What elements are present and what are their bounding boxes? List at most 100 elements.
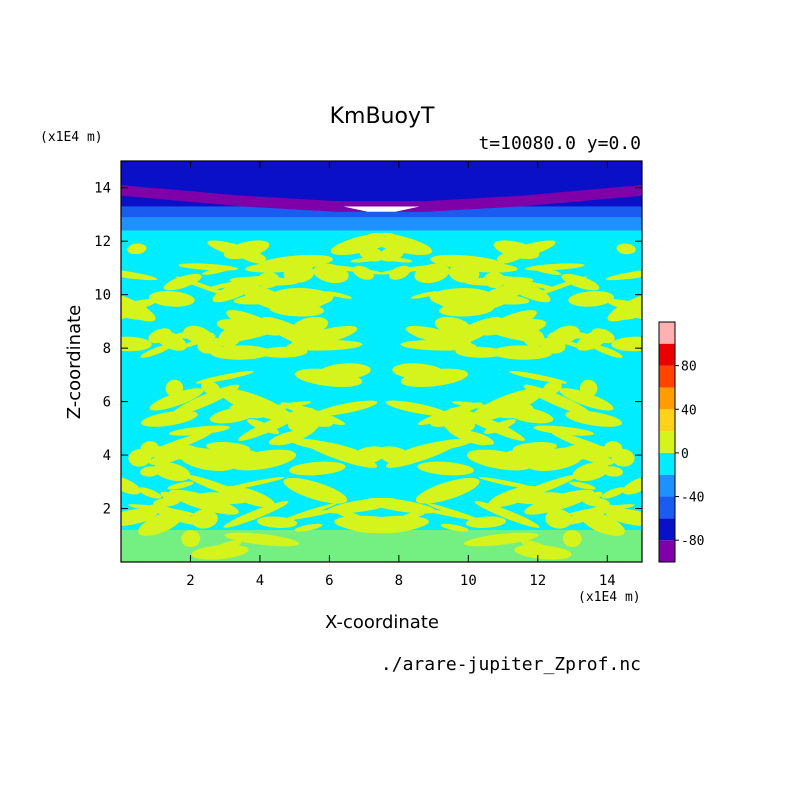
positive-region — [288, 461, 346, 476]
positive-region — [576, 330, 609, 351]
positive-region — [295, 368, 363, 388]
positive-region — [546, 335, 588, 350]
positive-region — [196, 371, 254, 384]
positive-region — [582, 491, 603, 503]
positive-region — [483, 419, 516, 434]
colorbar-tick-label: -40 — [681, 491, 704, 506]
positive-region — [506, 326, 525, 336]
positive-region — [579, 379, 598, 397]
colorbar-segment — [659, 452, 675, 475]
x-tick-label: 8 — [395, 573, 403, 589]
positive-region — [288, 438, 361, 455]
top-stable-layer — [121, 161, 642, 231]
positive-region — [299, 407, 319, 427]
positive-region — [163, 273, 202, 291]
x-unit-label: (x1E4 m) — [578, 590, 641, 605]
positive-region — [168, 489, 239, 515]
positive-region — [315, 400, 378, 416]
positive-region — [256, 516, 298, 529]
positive-region — [283, 477, 348, 504]
positive-region — [605, 268, 642, 281]
y-tick-label: 10 — [94, 288, 111, 304]
positive-region — [121, 298, 158, 318]
positive-region — [533, 425, 595, 436]
positive-region — [440, 523, 469, 532]
colorbar-segment — [659, 409, 675, 432]
y-tick-label: 14 — [94, 181, 111, 197]
positive-region — [201, 380, 220, 395]
colorbar: 80 40 0 -40 -80 — [658, 321, 704, 563]
positive-region — [175, 276, 236, 299]
positive-region — [149, 504, 200, 525]
positive-region — [153, 462, 191, 482]
x-axis-label: X-coordinate — [325, 612, 439, 633]
positive-region — [478, 476, 543, 491]
positive-region — [292, 316, 329, 335]
positive-region — [434, 316, 471, 335]
positive-region — [121, 476, 141, 495]
positive-region — [206, 280, 243, 290]
positive-region — [241, 284, 290, 311]
positive-region — [121, 336, 152, 352]
x-tick-label: 4 — [256, 573, 264, 589]
positive-region — [175, 335, 217, 350]
positive-region — [605, 508, 642, 527]
positive-region — [430, 254, 506, 270]
positive-region — [559, 388, 614, 411]
positive-region — [466, 449, 534, 471]
y-tick-label: 8 — [103, 341, 111, 357]
positive-region — [121, 508, 158, 527]
positive-region — [359, 246, 384, 262]
chart-subtitle: t=10080.0 y=0.0 — [478, 133, 641, 154]
positive-region — [121, 268, 158, 281]
positive-region — [417, 461, 475, 476]
positive-region — [520, 280, 557, 290]
positive-region — [444, 407, 464, 427]
positive-region — [402, 438, 475, 455]
plot-frame — [120, 160, 643, 563]
positive-region — [550, 431, 624, 460]
positive-region — [496, 240, 556, 262]
positive-region — [167, 481, 194, 490]
y-tick-label: 4 — [103, 448, 111, 464]
positive-region — [400, 368, 468, 388]
positive-region — [455, 346, 504, 358]
positive-region — [139, 431, 213, 460]
positive-region — [448, 263, 480, 283]
positive-region — [257, 272, 280, 289]
positive-region — [274, 426, 316, 446]
positive-region — [121, 529, 642, 562]
positive-region — [294, 523, 323, 532]
positive-region — [137, 487, 162, 499]
positive-region — [179, 445, 204, 461]
y-tick-label: 6 — [103, 395, 111, 411]
positive-region — [141, 410, 198, 427]
x-tick-label: 10 — [460, 573, 477, 589]
positive-region — [622, 476, 642, 495]
positive-region — [385, 400, 448, 416]
x-axis-ticks: 2 4 6 8 10 12 14 — [186, 161, 616, 589]
colorbar-segment — [659, 518, 675, 541]
positive-contour-regions — [121, 232, 642, 562]
band-white-gap — [343, 206, 420, 212]
colorbar-tick-label: 80 — [681, 360, 697, 375]
positive-region — [601, 487, 626, 499]
x-tick-label: 6 — [325, 573, 333, 589]
positive-region — [379, 246, 404, 262]
positive-region — [238, 326, 257, 336]
positive-region — [352, 265, 374, 280]
x-tick-label: 2 — [186, 573, 194, 589]
y-unit-label: (x1E4 m) — [40, 130, 103, 145]
positive-region — [447, 426, 489, 446]
colorbar-segment — [659, 387, 675, 410]
positive-region — [365, 497, 436, 514]
positive-region — [149, 388, 204, 411]
positive-region — [160, 491, 181, 503]
positive-region — [349, 446, 386, 465]
x-tick-label: 12 — [529, 573, 546, 589]
colorbar-tick-label: -80 — [681, 534, 704, 549]
positive-region — [616, 243, 636, 255]
positive-region — [168, 425, 230, 436]
positive-region — [415, 477, 480, 504]
